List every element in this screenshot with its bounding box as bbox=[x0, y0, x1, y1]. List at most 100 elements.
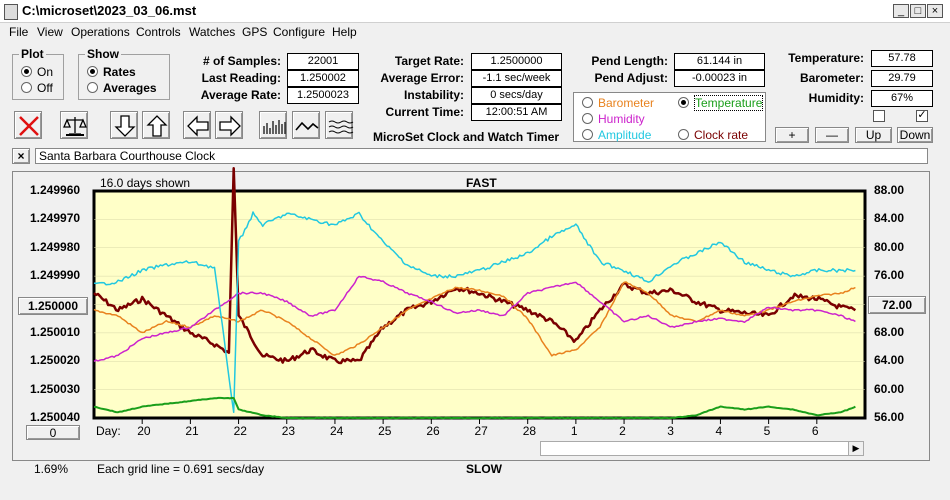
aux-humidity-radio[interactable]: Humidity bbox=[582, 112, 645, 126]
show-group-title: Show bbox=[85, 47, 121, 61]
aux-plot-options: Barometer Temperature Humidity Amplitude… bbox=[573, 92, 766, 142]
x-tick-label: 23 bbox=[281, 424, 296, 438]
temperature-value: 57.78 bbox=[871, 50, 933, 67]
y-right-tick-label: 64.00 bbox=[874, 353, 905, 368]
x-tick-label: 4 bbox=[715, 424, 723, 438]
menu-bar: File View Operations Controls Watches GP… bbox=[0, 23, 950, 41]
aux-clockrate-radio[interactable]: Clock rate bbox=[678, 128, 748, 142]
smooth-button[interactable] bbox=[292, 111, 320, 139]
last-reading-label: Last Reading: bbox=[201, 71, 281, 85]
average-error-value: -1.1 sec/week bbox=[471, 70, 562, 87]
scroll-position-button[interactable]: 0 bbox=[26, 425, 80, 440]
x-tick-label: 6 bbox=[811, 424, 819, 438]
series-clockrate-line bbox=[93, 167, 857, 365]
stop-button[interactable] bbox=[14, 111, 42, 139]
fast-label: FAST bbox=[466, 176, 497, 190]
center-left-button[interactable]: 1.250000 bbox=[18, 297, 88, 315]
y-left-tick-label: 1.249970 bbox=[30, 211, 81, 226]
x-tick-label: 24 bbox=[329, 424, 344, 438]
y-left-tick-label: 1.250040 bbox=[30, 410, 81, 424]
plot-on-label: On bbox=[37, 65, 54, 79]
scroll-left-button[interactable] bbox=[183, 111, 211, 139]
balance-button[interactable] bbox=[60, 111, 88, 139]
menu-operations[interactable]: Operations bbox=[71, 25, 130, 39]
scrollbar-track[interactable] bbox=[541, 442, 849, 455]
y-right-tick-label: 76.00 bbox=[874, 268, 905, 283]
raw-data-button[interactable] bbox=[259, 111, 287, 139]
close-button[interactable]: × bbox=[927, 4, 943, 18]
x-tick-label: 20 bbox=[137, 424, 151, 438]
samples-value: 22001 bbox=[287, 53, 359, 70]
show-rates-radio[interactable]: Rates bbox=[87, 65, 136, 79]
radio-dot bbox=[678, 97, 689, 108]
series-humidity-line bbox=[93, 275, 856, 363]
scroll-down-button[interactable] bbox=[110, 111, 138, 139]
scroll-up-button[interactable] bbox=[142, 111, 170, 139]
aux-up-button[interactable]: Up bbox=[855, 127, 892, 143]
aux-temperature-radio[interactable]: Temperature bbox=[678, 95, 764, 111]
temperature-label: Temperature: bbox=[788, 51, 864, 65]
filter-button[interactable] bbox=[325, 111, 354, 139]
scroll-right-button[interactable] bbox=[215, 111, 243, 139]
scroll-right-arrow-icon[interactable]: ▶ bbox=[848, 442, 863, 455]
y-right-tick-label: 80.00 bbox=[874, 239, 905, 254]
radio-dot bbox=[87, 82, 98, 93]
y-left-tick-label: 1.250010 bbox=[30, 324, 81, 339]
menu-watches[interactable]: Watches bbox=[189, 25, 236, 39]
aux-down-button[interactable]: Down bbox=[897, 127, 933, 143]
y-right-tick-label: 60.00 bbox=[874, 381, 905, 396]
noise-icon bbox=[328, 120, 354, 134]
plot-off-radio[interactable]: Off bbox=[21, 81, 53, 95]
pend-adjust-label: Pend Adjust: bbox=[594, 71, 668, 85]
instability-label: Instability: bbox=[403, 88, 464, 102]
y-left-tick-label: 1.249960 bbox=[30, 183, 81, 197]
plot-on-radio[interactable]: On bbox=[21, 65, 53, 79]
window-title: C:\microset\2023_03_06.mst bbox=[22, 3, 197, 18]
series-lines bbox=[93, 167, 857, 420]
bar-plot-icon bbox=[263, 120, 286, 134]
checkbox-2[interactable]: ✓ bbox=[916, 109, 928, 122]
app-icon[interactable] bbox=[4, 4, 18, 20]
last-reading-value: 1.250002 bbox=[287, 70, 359, 87]
y-left-tick-label: 1.249980 bbox=[30, 239, 81, 254]
aux-barometer-radio[interactable]: Barometer bbox=[582, 96, 654, 110]
horizontal-scrollbar[interactable]: ▶ bbox=[540, 441, 864, 456]
clock-name-field[interactable]: Santa Barbara Courthouse Clock bbox=[35, 148, 928, 164]
y-right-tick-label: 88.00 bbox=[874, 183, 905, 197]
app-caption: MicroSet Clock and Watch Timer bbox=[373, 130, 560, 144]
show-rates-label: Rates bbox=[103, 65, 136, 79]
aux-plus-button[interactable]: + bbox=[775, 127, 809, 143]
menu-gps[interactable]: GPS bbox=[242, 25, 268, 39]
y-left-tick-label: 1.249990 bbox=[30, 268, 81, 283]
radio-dot bbox=[678, 129, 689, 140]
y-left-tick-label: 1.250020 bbox=[30, 353, 81, 368]
maximize-button[interactable]: □ bbox=[910, 4, 926, 18]
clock-close-button[interactable]: × bbox=[12, 148, 30, 164]
menu-controls[interactable]: Controls bbox=[136, 25, 181, 39]
minimize-button[interactable]: _ bbox=[893, 4, 909, 18]
show-averages-radio[interactable]: Averages bbox=[87, 81, 157, 95]
radio-dot bbox=[21, 66, 32, 77]
menu-configure[interactable]: Configure bbox=[273, 25, 326, 39]
menu-view[interactable]: View bbox=[37, 25, 63, 39]
menu-file[interactable]: File bbox=[9, 25, 29, 39]
plot-off-label: Off bbox=[37, 81, 53, 95]
series-amplitude-line bbox=[93, 211, 856, 414]
x-tick-label: 25 bbox=[378, 424, 392, 438]
target-rate-label: Target Rate: bbox=[394, 54, 464, 68]
aux-barometer-label: Barometer bbox=[598, 96, 655, 110]
x-tick-label: 21 bbox=[185, 424, 199, 438]
center-right-button[interactable]: 72.00 bbox=[868, 296, 926, 314]
arrow-right-icon bbox=[219, 115, 241, 137]
series-temperature-line bbox=[93, 396, 856, 420]
red-x-icon bbox=[19, 116, 39, 136]
menu-help[interactable]: Help bbox=[332, 25, 357, 39]
grid-line-scale: Each grid line = 0.691 secs/day bbox=[97, 462, 265, 476]
barometer-value: 29.79 bbox=[871, 70, 933, 87]
checkbox-1[interactable] bbox=[873, 110, 885, 122]
plot-group: Plot On Off bbox=[12, 47, 64, 100]
x-tick-label: 27 bbox=[474, 424, 488, 438]
aux-minus-button[interactable]: — bbox=[815, 127, 849, 143]
aux-amplitude-radio[interactable]: Amplitude bbox=[582, 128, 651, 142]
